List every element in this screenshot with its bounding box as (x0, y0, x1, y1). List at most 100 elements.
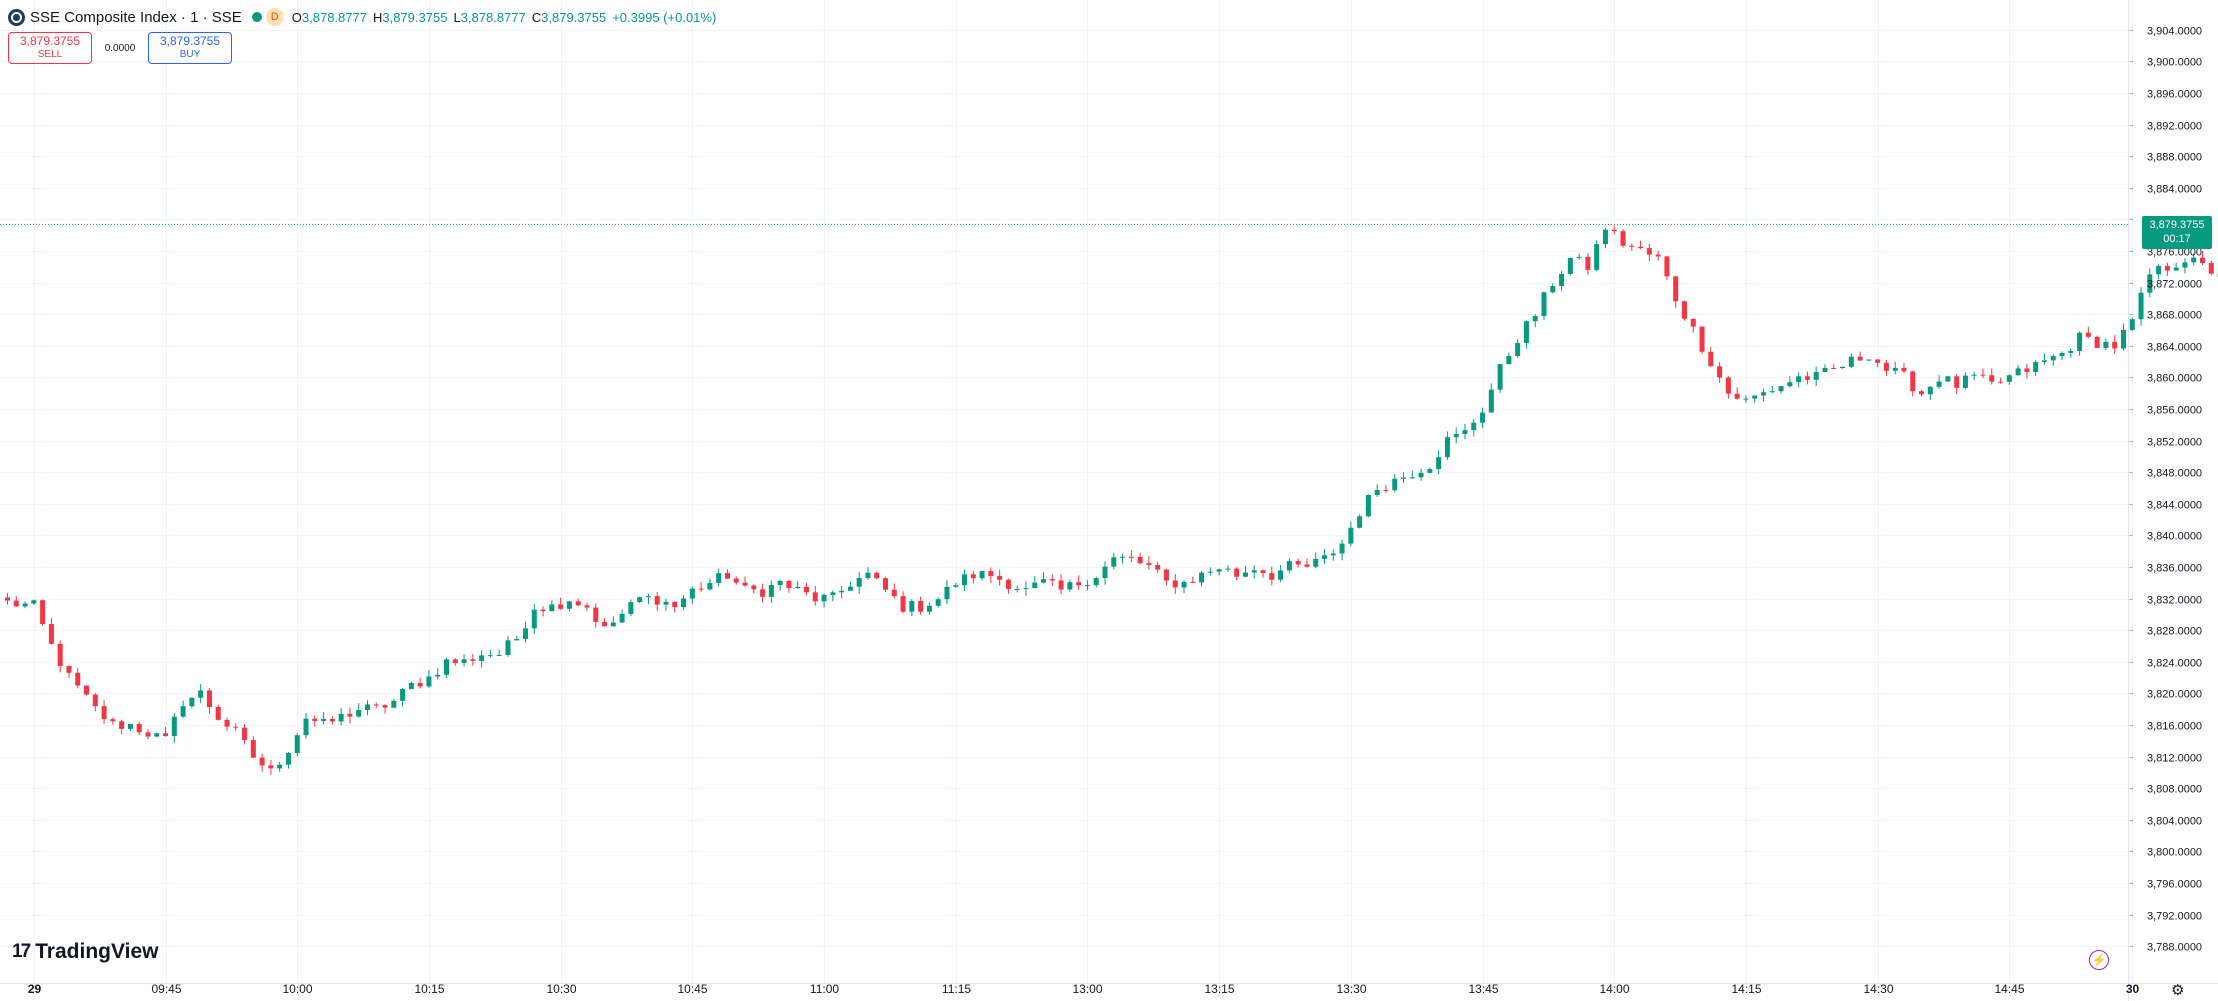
candle-body (1076, 582, 1082, 586)
candle-body (979, 571, 985, 579)
candle (1690, 318, 1696, 333)
sse-logo-icon (8, 8, 25, 26)
y-tick-label: 3,788.0000 (2147, 942, 2202, 954)
candle (909, 599, 915, 617)
candle (1084, 580, 1090, 591)
candle (40, 599, 46, 626)
candle (215, 704, 221, 721)
candle-body (242, 727, 248, 741)
candle-body (812, 592, 818, 602)
sell-button[interactable]: 3,879.3755 SELL (8, 32, 92, 64)
gear-icon[interactable]: ⚙ (2171, 982, 2185, 999)
candle-body (329, 719, 335, 722)
candle (698, 582, 704, 592)
candle (1409, 470, 1415, 480)
candle-body (2024, 368, 2030, 372)
candle (900, 591, 906, 614)
buy-button[interactable]: 3,879.3755 BUY (148, 32, 232, 64)
candle-body (1822, 368, 1828, 372)
candle (1137, 553, 1143, 565)
candle (1032, 576, 1038, 589)
candle (487, 649, 493, 658)
candle (1339, 539, 1345, 561)
candle (154, 732, 160, 737)
tradingview-logo[interactable]: 17 TradingView (12, 940, 159, 963)
candle (461, 654, 467, 667)
candle (707, 578, 713, 591)
candle-body (2085, 332, 2091, 337)
candle-body (250, 740, 256, 758)
x-tick-label: 09:45 (151, 982, 181, 996)
candle (1225, 565, 1231, 572)
candle-body (2059, 352, 2065, 357)
candle-body (461, 659, 467, 664)
candle-body (1286, 561, 1292, 571)
symbol-legend: SSE Composite Index · 1 · SSE D O3,878.8… (8, 6, 716, 28)
candle (426, 670, 432, 688)
candle (1216, 568, 1222, 576)
candle-body (1769, 391, 1775, 393)
candle (444, 657, 449, 678)
candle-body (1497, 364, 1503, 390)
candle-body (997, 576, 1003, 580)
candle-body (698, 588, 704, 590)
candle (1067, 579, 1073, 592)
candle-body (1787, 382, 1793, 387)
candle (1462, 423, 1468, 440)
candle (1559, 271, 1565, 292)
candle-body (1567, 257, 1573, 274)
candle-body (1611, 229, 1617, 232)
market-status-icon[interactable] (251, 12, 262, 22)
candle-body (2164, 265, 2170, 271)
candle-body (909, 601, 915, 612)
candle-body (1638, 246, 1644, 249)
candle (92, 693, 98, 712)
symbol-title[interactable]: SSE Composite Index · 1 · SSE (30, 8, 242, 26)
candle (1638, 240, 1644, 250)
candle (1120, 553, 1126, 564)
data-delay-badge[interactable]: D (265, 8, 284, 26)
candle (1919, 389, 1925, 397)
candle-body (1532, 316, 1538, 322)
candle-body (171, 716, 177, 737)
candle (13, 595, 19, 607)
candle-body (768, 584, 774, 597)
candle (110, 717, 116, 725)
candle-body (1576, 256, 1582, 258)
candle-body (777, 580, 783, 585)
candle (786, 580, 792, 593)
y-tick-label: 3,832.0000 (2147, 595, 2202, 607)
candle (1725, 376, 1731, 399)
x-tick-label: 29 (28, 982, 42, 996)
candle (1681, 300, 1687, 321)
candle (1796, 372, 1802, 388)
candle (2015, 365, 2021, 376)
candle-body (962, 574, 968, 586)
candle-body (1699, 326, 1705, 352)
candle (2033, 360, 2039, 376)
ohlc-change: +0.3995 (+0.01%) (612, 9, 717, 25)
candle-body (1453, 433, 1459, 438)
candle-body (593, 607, 599, 622)
y-tick-label: 3,792.0000 (2147, 911, 2202, 923)
candle-body (435, 674, 441, 677)
candle-body (1857, 356, 1863, 361)
candle (540, 606, 546, 617)
candle-body (847, 586, 853, 591)
candle-body (2033, 361, 2039, 372)
candle (1076, 575, 1082, 590)
candle (1102, 561, 1108, 585)
candle-body (1436, 457, 1442, 470)
candle-body (1418, 472, 1424, 478)
candle (285, 752, 291, 769)
candle (953, 582, 959, 588)
candle (1708, 346, 1714, 367)
candle (48, 617, 54, 645)
candle-body (189, 697, 195, 707)
candle-body (1954, 376, 1960, 388)
candle-body (1725, 377, 1731, 394)
flash-icon[interactable]: ⚡ (2089, 950, 2109, 970)
candle (1488, 383, 1494, 413)
y-tick-label: 3,828.0000 (2147, 626, 2202, 638)
